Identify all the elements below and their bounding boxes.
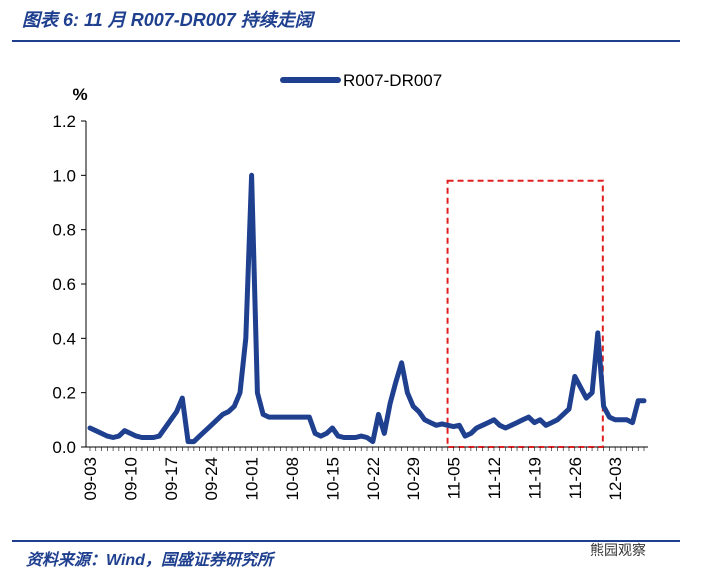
x-tick-label: 09-24 [202, 457, 221, 500]
x-tick-label: 10-08 [283, 457, 302, 500]
x-tick-label: 11-05 [445, 457, 464, 499]
x-tick-label: 10-01 [243, 457, 262, 500]
x-tick-label: 09-10 [121, 457, 140, 500]
y-tick-label: 1.0 [52, 166, 76, 185]
series-line-r007-dr007 [87, 172, 647, 445]
highlight-layer [446, 179, 604, 448]
legend-label: R007-DR007 [343, 71, 442, 90]
x-tick-label: 09-17 [162, 457, 181, 500]
y-tick-label: 0.2 [52, 384, 76, 403]
source-note: 资料来源：Wind，国盛证券研究所 [26, 552, 273, 569]
y-tick-label: 0.0 [52, 438, 76, 457]
series-layer [87, 172, 647, 445]
footer-divider [12, 540, 680, 542]
y-tick-label: 0.6 [52, 275, 76, 294]
watermark-text: 熊园观察 [590, 542, 646, 558]
x-tick-label: 11-12 [485, 457, 504, 499]
legend: R007-DR007 [280, 71, 442, 90]
x-tick-label: 12-03 [606, 457, 625, 500]
x-tick-label: 11-26 [566, 457, 585, 499]
tick-layer: 0.0 0.2 0.4 0.6 0.8 1.0 1.2% 09-03 09-10 09-17 09-… [52, 85, 645, 500]
figure-title: 图表 6: 11 月 R007-DR007 持续走阔 [22, 10, 313, 30]
x-tick-label: 10-29 [404, 457, 423, 500]
x-tick-label: 10-15 [323, 457, 342, 500]
x-tick-label: 09-03 [81, 457, 100, 500]
y-tick-label: 1.2 [52, 112, 76, 131]
axes-layer [85, 121, 648, 448]
y-axis-unit: % [72, 85, 87, 104]
y-tick-label: 0.4 [52, 329, 76, 348]
x-tick-label: 11-19 [525, 457, 544, 499]
y-tick-label: 0.8 [52, 221, 76, 240]
x-tick-label: 10-22 [364, 457, 383, 500]
title-divider [12, 40, 680, 42]
highlight-box [446, 179, 604, 448]
